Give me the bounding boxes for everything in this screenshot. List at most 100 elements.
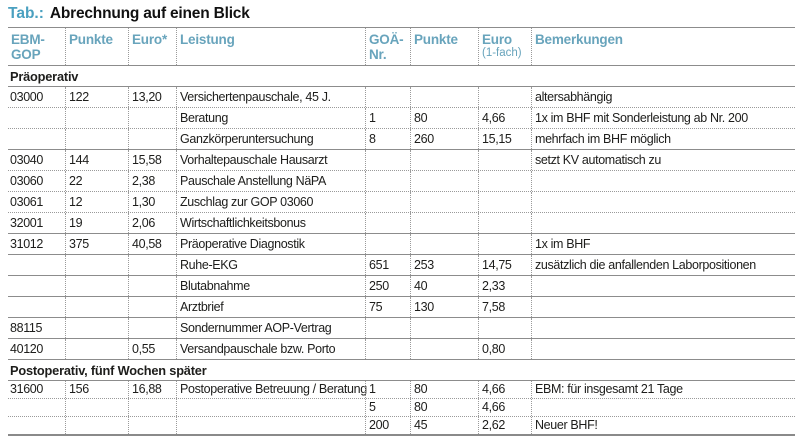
- cell-ebm-gop: [8, 399, 65, 416]
- cell-goa-euro: [478, 87, 531, 108]
- cell-goa-nr: 651: [365, 255, 410, 276]
- cell-leistung: Vorhaltepauschale Hausarzt: [176, 150, 365, 171]
- cell-ebm-euro: [128, 399, 176, 417]
- cell-ebm-euro: [128, 276, 176, 297]
- table-title: Tab.: Abrechnung auf einen Blick: [8, 3, 795, 27]
- cell-goa-euro: 4,66: [478, 381, 531, 399]
- cell-bemerkungen: [531, 318, 795, 339]
- cell-goa-punkte: [410, 192, 478, 213]
- cell-goa-punkte: 80: [410, 399, 478, 417]
- cell-goa-euro: [478, 213, 531, 234]
- cell-bemerkungen: zusätzlich die anfallenden Laborposition…: [531, 255, 795, 276]
- cell-goa-euro: [478, 150, 531, 171]
- cell-bemerkungen: EBM: für insgesamt 21 Tage: [531, 381, 795, 399]
- column-header-leistung: Leistung: [176, 28, 365, 66]
- cell-ebm-euro: 13,20: [128, 87, 176, 108]
- cell-leistung: Präoperative Diagnostik: [176, 234, 365, 255]
- column-header-goa-punkte: Punkte: [410, 28, 478, 66]
- cell-ebm-euro: 1,30: [128, 192, 176, 213]
- cell-goa-punkte: [410, 87, 478, 108]
- table-row: Arztbrief 75 130 7,58: [8, 297, 795, 319]
- cell-bemerkungen: altersabhängig: [531, 87, 795, 108]
- cell-goa-euro: [478, 318, 531, 339]
- cell-goa-nr: 1: [365, 381, 410, 399]
- title-prefix: Tab.:: [8, 5, 44, 22]
- cell-ebm-gop: 03061: [10, 194, 44, 209]
- cell-ebm-punkte: 12: [65, 192, 128, 213]
- cell-ebm-gop: 03060: [10, 173, 44, 188]
- column-header-ebm-gop: EBM- GOP: [8, 28, 65, 65]
- cell-goa-punkte: 80: [410, 108, 478, 129]
- cell-ebm-gop: 40120: [10, 341, 44, 356]
- cell-goa-punkte: [410, 213, 478, 234]
- cell-leistung: Versichertenpauschale, 45 J.: [176, 87, 365, 108]
- cell-goa-nr: 1: [365, 108, 410, 129]
- cell-bemerkungen: [531, 213, 795, 234]
- cell-leistung: Blutabnahme: [176, 276, 365, 297]
- cell-ebm-punkte: 122: [65, 87, 128, 108]
- cell-bemerkungen: [531, 171, 795, 192]
- cell-ebm-gop: [8, 276, 65, 296]
- cell-ebm-gop: 32001: [10, 215, 44, 230]
- cell-ebm-euro: [128, 108, 176, 129]
- column-header-label: EBM- GOP: [11, 32, 45, 63]
- cell-ebm-euro: [128, 297, 176, 318]
- cell-ebm-punkte: 144: [65, 150, 128, 171]
- table-row: 03040 144 15,58 Vorhaltepauschale Hausarzt s…: [8, 150, 795, 172]
- column-header-label: Bemerkungen: [535, 32, 623, 47]
- cell-goa-nr: [365, 150, 410, 171]
- table-row: 5 80 4,66: [8, 399, 795, 418]
- cell-leistung: Sondernummer AOP-Vertrag: [176, 318, 365, 339]
- cell-goa-punkte: [410, 150, 478, 171]
- cell-leistung: Arztbrief: [176, 297, 365, 318]
- cell-ebm-gop: [8, 108, 65, 128]
- cell-goa-punkte: 130: [410, 297, 478, 318]
- cell-bemerkungen: mehrfach im BHF möglich: [531, 129, 795, 150]
- cell-goa-punkte: 260: [410, 129, 478, 150]
- cell-goa-nr: 250: [365, 276, 410, 297]
- cell-bemerkungen: 1x im BHF mit Sonderleistung ab Nr. 200: [531, 108, 795, 129]
- cell-goa-nr: 5: [365, 399, 410, 417]
- column-header-label: Punkte: [69, 32, 113, 47]
- column-header-label: Euro*: [132, 32, 168, 47]
- column-header-ebm-euro: Euro*: [128, 28, 176, 66]
- table-header-row: EBM- GOP Punkte Euro* Leistung GOÄ- Nr. Punkt…: [8, 28, 795, 67]
- column-header-ebm-punkte: Punkte: [65, 28, 128, 66]
- cell-ebm-gop: [8, 297, 65, 317]
- cell-goa-euro: 14,75: [478, 255, 531, 276]
- cell-leistung: [176, 399, 365, 417]
- column-header-label: Euro: [482, 32, 512, 47]
- cell-ebm-punkte: [65, 399, 128, 417]
- column-header-label: GOÄ- Nr.: [369, 32, 404, 63]
- cell-ebm-euro: 0,55: [128, 339, 176, 360]
- cell-ebm-punkte: 19: [65, 213, 128, 234]
- table-row: Beratung 1 80 4,66 1x im BHF mit Sonderleist…: [8, 108, 795, 130]
- column-header-label: Leistung: [180, 32, 235, 47]
- cell-leistung: Versandpauschale bzw. Porto: [176, 339, 365, 360]
- cell-ebm-gop: 88115: [10, 320, 43, 335]
- cell-goa-nr: [365, 171, 410, 192]
- cell-goa-euro: 15,15: [478, 129, 531, 150]
- cell-goa-nr: [365, 87, 410, 108]
- cell-goa-punkte: 80: [410, 381, 478, 399]
- table-row: 88115 Sondernummer AOP-Vertrag: [8, 318, 795, 340]
- cell-goa-nr: 8: [365, 129, 410, 150]
- cell-goa-nr: [365, 339, 410, 360]
- cell-goa-nr: 75: [365, 297, 410, 318]
- table-row: Blutabnahme 250 40 2,33: [8, 276, 795, 298]
- cell-ebm-euro: [128, 129, 176, 150]
- cell-bemerkungen: [531, 339, 795, 360]
- cell-goa-nr: [365, 234, 410, 255]
- cell-leistung: Wirtschaftlichkeitsbonus: [176, 213, 365, 234]
- cell-ebm-punkte: [65, 318, 128, 339]
- cell-goa-punkte: [410, 318, 478, 339]
- cell-goa-punkte: 253: [410, 255, 478, 276]
- cell-ebm-punkte: [65, 276, 128, 297]
- cell-goa-nr: [365, 213, 410, 234]
- cell-ebm-gop: 03040: [10, 152, 44, 167]
- cell-bemerkungen: 1x im BHF: [531, 234, 795, 255]
- cell-leistung: Ruhe-EKG: [176, 255, 365, 276]
- cell-ebm-euro: 40,58: [128, 234, 176, 255]
- cell-ebm-gop: [8, 129, 65, 149]
- cell-goa-euro: [478, 192, 531, 213]
